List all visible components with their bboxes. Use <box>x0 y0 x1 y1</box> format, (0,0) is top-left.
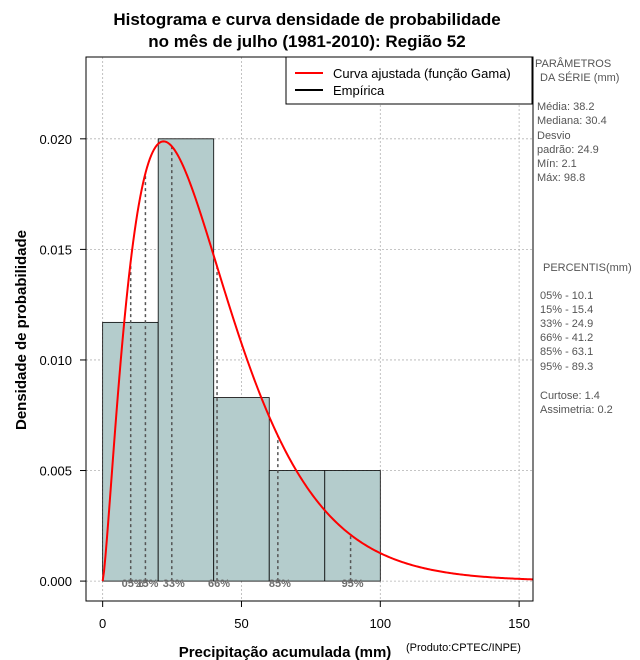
y-tick-label-0: 0.000 <box>39 574 72 589</box>
y-axis-label: Densidade de probabilidade <box>13 230 30 430</box>
percentile-label-15%: 15% <box>136 578 158 590</box>
stat-min: Mín: 2.1 <box>537 158 577 170</box>
percentile-layer: 05%15% 33% 66% 85% 95% <box>122 146 364 590</box>
x-tick-label-50: 50 <box>234 616 248 631</box>
stat-mediana: Mediana: 30.4 <box>537 115 607 127</box>
percentile-label-66%: 66% <box>208 578 230 590</box>
x-axis-label: Precipitação acumulada (mm) <box>179 644 392 660</box>
percentil-15: 15% - 15.4 <box>540 304 593 316</box>
y-tick-label-3: 0.015 <box>39 242 72 257</box>
percentis-title: PERCENTIS(mm) <box>543 262 632 274</box>
stat-max: Máx: 98.8 <box>537 172 585 184</box>
histogram-bar-1 <box>157 138 215 582</box>
params-title-2: DA SÉRIE (mm) <box>540 71 619 84</box>
x-axis: 0 50 100 150 <box>99 601 530 631</box>
histogram-bar-4 <box>324 470 381 582</box>
stats-panel: PARÂMETROS DA SÉRIE (mm) Média: 38.2 Med… <box>535 57 632 416</box>
percentil-66: 66% - 41.2 <box>540 332 593 344</box>
percentile-label-85%: 85% <box>269 578 291 590</box>
legend-box <box>285 56 533 105</box>
x-tick-label-150: 150 <box>508 616 530 631</box>
y-tick-label-2: 0.010 <box>39 353 72 368</box>
percentil-05: 05% - 10.1 <box>540 290 593 302</box>
stat-curtose: Curtose: 1.4 <box>540 390 600 402</box>
legend: Curva ajustada (função Gama) Empírica <box>285 56 533 105</box>
percentil-95: 95% - 89.3 <box>540 361 593 373</box>
chart-title-line-1: Histograma e curva densidade de probabil… <box>113 10 500 29</box>
y-axis: 0.000 0.005 0.010 0.015 0.020 <box>39 132 86 589</box>
params-title-1: PARÂMETROS <box>535 57 611 70</box>
histogram-bar-2 <box>213 397 270 582</box>
stat-desvio-2: padrão: 24.9 <box>537 144 599 156</box>
curve-layer <box>101 140 534 582</box>
x-tick-label-100: 100 <box>369 616 391 631</box>
y-tick-label-1: 0.005 <box>39 464 72 479</box>
x-tick-label-0: 0 <box>99 616 106 631</box>
legend-label-curve: Curva ajustada (função Gama) <box>333 66 511 81</box>
percentil-33: 33% - 24.9 <box>540 318 593 330</box>
y-tick-label-4: 0.020 <box>39 132 72 147</box>
fitted-gamma-curve <box>101 140 534 582</box>
credit-label: (Produto:CPTEC/INPE) <box>406 642 521 654</box>
stat-media: Média: 38.2 <box>537 101 594 113</box>
percentile-label-33%: 33% <box>163 578 185 590</box>
stat-desvio-1: Desvio <box>537 130 571 142</box>
stat-assimetria: Assimetria: 0.2 <box>540 404 613 416</box>
percentile-label-05%: 05% <box>122 578 144 590</box>
chart-title-line-2: no mês de julho (1981-2010): Região 52 <box>148 32 465 51</box>
percentile-label-95%: 95% <box>342 578 364 590</box>
percentil-85: 85% - 63.1 <box>540 346 593 358</box>
legend-label-empirical: Empírica <box>333 83 385 98</box>
